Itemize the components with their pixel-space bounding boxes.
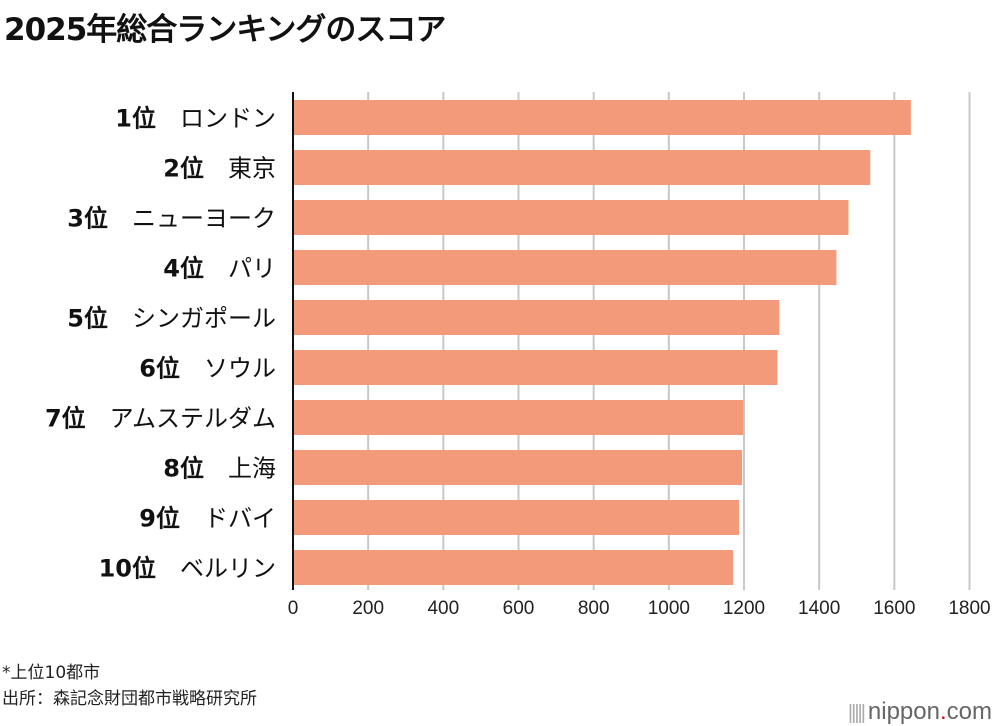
x-tick-label: 1400 [798, 598, 840, 619]
bar [293, 100, 911, 135]
bar [293, 150, 871, 185]
nippon-logo: ||||| nippon.com [847, 698, 992, 725]
category-label: 3位 ニューヨーク [67, 205, 276, 233]
bar [293, 550, 734, 585]
category-label: 9位 ドバイ [139, 505, 276, 533]
x-tick-label: 1600 [873, 598, 915, 619]
source-note: 出所：森記念財団都市戦略研究所 [2, 689, 257, 709]
logo-mark-icon: ||||| [847, 702, 866, 724]
bar [293, 200, 849, 235]
x-tick-label: 0 [288, 598, 299, 619]
x-tick-label: 1200 [723, 598, 765, 619]
category-label: 8位 上海 [163, 455, 276, 483]
category-label: 5位 シンガポール [67, 305, 276, 333]
bar [293, 300, 780, 335]
x-tick-label: 1000 [648, 598, 690, 619]
category-label: 1位 ロンドン [115, 105, 276, 133]
category-label: 2位 東京 [163, 155, 276, 183]
category-label: 7位 アムステルダム [45, 405, 276, 433]
category-label: 10位 ベルリン [99, 555, 276, 583]
bar [293, 450, 743, 485]
bar-chart: 0 200 400 600 800 1000 1200 1400 1600 1800 1位 ロンドン… [45, 92, 991, 619]
x-tick-label: 400 [427, 598, 459, 619]
bar [293, 500, 740, 535]
footnote: *上位10都市 [2, 663, 101, 683]
bar [293, 400, 744, 435]
x-tick-label: 800 [578, 598, 610, 619]
category-label: 6位 ソウル [139, 355, 276, 383]
x-tick-label: 200 [352, 598, 384, 619]
bar [293, 350, 778, 385]
chart-title: 2025年総合ランキングのスコア [4, 12, 446, 48]
category-label: 4位 パリ [163, 255, 276, 283]
x-tick-label: 1800 [948, 598, 990, 619]
x-tick-label: 600 [503, 598, 535, 619]
bar [293, 250, 837, 285]
